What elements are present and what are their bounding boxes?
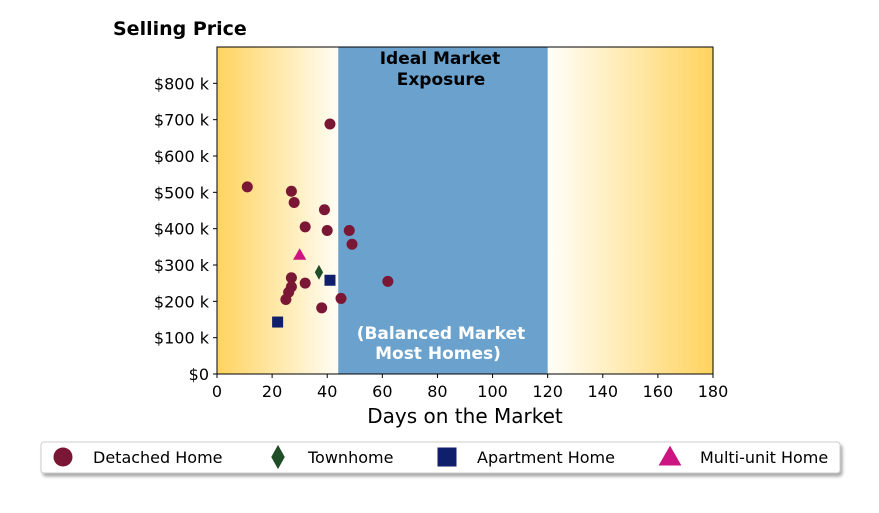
y-tick-label: $0 [189,365,209,384]
x-tick-label: 120 [532,382,563,401]
legend-marker-detached-home [53,447,73,467]
x-axis: 0 20 40 60 80 100 120 140 160 180 [212,374,728,401]
legend: Detached Home Townhome Apartment Home Multi… [40,441,841,474]
detached-home-point [382,275,394,287]
x-tick-label: 0 [212,382,222,401]
legend-marker-multi-unit-home [658,445,682,466]
detached-home-point [318,204,330,216]
y-tick-label: $800 k [154,74,210,93]
detached-home-point [285,272,297,284]
x-tick-label: 180 [698,382,729,401]
y-tick-label: $200 k [154,292,210,311]
detached-home-point [280,294,292,306]
chart-title: Selling Price [113,18,247,40]
detached-home-point [285,185,297,197]
detached-home-point [299,277,311,289]
data-points [241,118,394,328]
legend-label-townhome: Townhome [307,448,393,467]
detached-home-point [343,224,355,236]
y-axis: $0 $100 k $200 k $300 k $400 k $500 k $600 k $7… [154,74,217,384]
y-tick-label: $700 k [154,111,210,130]
detached-home-point [316,302,328,314]
plot-frame [216,46,714,375]
ideal-market-region [338,47,548,374]
apartment-home-point [272,316,284,328]
region-label-line-2: Exposure [397,70,486,90]
x-tick-label: 60 [372,382,392,401]
legend-label-apartment-home: Apartment Home [477,448,615,467]
detached-home-point [241,181,253,193]
x-axis-label: Days on the Market [367,404,563,428]
y-tick-label: $600 k [154,147,210,166]
detached-home-point [288,197,300,209]
legend-marker-townhome [271,444,285,470]
apartment-home-point [324,274,336,286]
detached-home-point [335,292,347,304]
y-tick-label: $500 k [154,183,210,202]
y-tick-label: $300 k [154,256,210,275]
legend-label-multi-unit-home: Multi-unit Home [700,448,828,467]
legend-label-detached-home: Detached Home [93,448,223,467]
x-tick-label: 40 [317,382,337,401]
detached-home-point [324,118,336,130]
townhome-point [314,264,324,280]
x-tick-label: 80 [427,382,447,401]
multi-unit-home-point [293,248,307,260]
x-tick-label: 140 [588,382,619,401]
region-label-line-1: Ideal Market [380,49,501,69]
region-sublabel-line-1: (Balanced Market [357,324,526,344]
region-sublabel-line-2: Most Homes) [375,344,501,364]
y-tick-label: $400 k [154,220,210,239]
x-tick-label: 160 [643,382,674,401]
y-tick-label: $100 k [154,329,210,348]
legend-marker-apartment-home [437,447,457,467]
detached-home-point [346,238,358,250]
detached-home-point [299,221,311,233]
detached-home-point [321,224,333,236]
x-tick-label: 100 [477,382,508,401]
x-tick-label: 20 [262,382,282,401]
